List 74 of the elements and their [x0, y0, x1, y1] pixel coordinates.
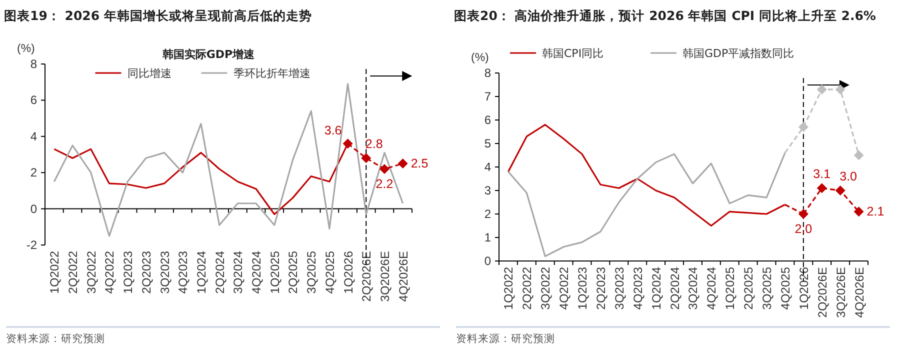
- y-tick-label: 2: [484, 207, 492, 221]
- x-tick-label: 2Q2026E: [815, 267, 830, 318]
- x-tick-label: 2Q2022: [520, 266, 534, 310]
- y-tick-label: 1: [484, 230, 492, 244]
- x-tick-label: 3Q2024: [231, 250, 246, 294]
- legend-title: 韩国实际GDP增速: [161, 48, 256, 61]
- y-tick-label: 5: [484, 136, 492, 150]
- x-tick-label: 4Q2023: [630, 266, 645, 310]
- legend-label: 韩国GDP平减指数同比: [682, 47, 794, 60]
- y-tick-label: 8: [30, 57, 38, 71]
- x-tick-label: 4Q2024: [704, 266, 719, 310]
- x-tick-label: 2Q2022: [66, 250, 80, 294]
- data-label: 2.5: [410, 156, 428, 171]
- data-label: 3.1: [813, 167, 831, 182]
- x-tick-label: 4Q2024: [250, 250, 264, 294]
- x-tick-label: 1Q2023: [576, 266, 590, 310]
- x-tick-label: 2Q2024: [668, 266, 682, 310]
- x-tick-label: 3Q2024: [686, 266, 700, 310]
- x-tick-label: 3Q2026E: [834, 267, 848, 318]
- y-axis-title: (%): [471, 52, 490, 64]
- x-tick-label: 2Q2025: [286, 250, 300, 294]
- legend-label: 韩国CPI同比: [542, 47, 604, 60]
- x-tick-label: 4Q2026E: [852, 267, 866, 318]
- x-tick-label: 1Q2024: [649, 266, 664, 310]
- data-label: 2.2: [376, 176, 394, 191]
- x-tick-label: 1Q2022: [502, 266, 516, 310]
- x-tick-label: 1Q2026: [341, 250, 356, 294]
- y-tick-label: -2: [26, 238, 38, 252]
- text: 资料来源：研究预测: [6, 332, 105, 345]
- x-tick-label: 2Q2023: [594, 266, 608, 310]
- x-tick-label: 3Q2022: [538, 266, 553, 310]
- x-tick-label: 1Q2024: [194, 250, 208, 294]
- x-tick-label: 3Q2025: [760, 266, 774, 310]
- x-tick-label: 2Q2024: [212, 250, 227, 294]
- y-tick-label: 6: [30, 93, 38, 108]
- text: 资料来源：研究预测: [456, 332, 555, 345]
- x-tick-label: 3Q2025: [304, 250, 319, 294]
- y-tick-label: 0: [484, 254, 492, 268]
- x-tick-label: 3Q2023: [158, 250, 172, 294]
- y-tick-label: 4: [30, 129, 38, 144]
- x-tick-label: 4Q2025: [322, 250, 337, 294]
- x-tick-label: 1Q2022: [48, 250, 62, 294]
- x-tick-label: 4Q2025: [778, 266, 792, 310]
- data-label: 2.0: [794, 222, 812, 236]
- x-tick-label: 3Q2026E: [378, 251, 392, 302]
- x-tick-label: 3Q2023: [612, 266, 626, 310]
- y-tick-label: 7: [484, 90, 492, 104]
- chart-title: 图表20： 高油价推升通胀，预计 2026 年韩国 CPI 同比将上升至 2.6%: [454, 8, 876, 23]
- x-tick-label: 4Q2026E: [396, 251, 410, 302]
- y-tick-label: 3: [484, 184, 492, 198]
- x-tick-label: 4Q2023: [176, 250, 190, 294]
- x-tick-label: 1Q2025: [268, 250, 282, 294]
- x-tick-label: 2Q2025: [742, 266, 756, 310]
- chart-title: 图表19： 2026 年韩国增长或将呈现前高后低的走势: [4, 8, 312, 23]
- x-tick-label: 2Q2026E: [360, 251, 374, 302]
- data-label: 2.1: [866, 204, 884, 219]
- x-tick-label: 1Q2026: [796, 266, 811, 310]
- x-tick-label: 1Q2025: [723, 266, 738, 310]
- y-tick-label: 4: [484, 160, 492, 174]
- legend-label: 季环比折年增速: [233, 67, 310, 80]
- y-tick-label: 6: [484, 113, 492, 127]
- y-tick-label: 0: [30, 202, 38, 216]
- y-tick-label: 8: [484, 66, 492, 80]
- x-tick-label: 4Q2022: [557, 266, 572, 310]
- x-tick-label: 4Q2022: [102, 250, 117, 294]
- data-label: 3.0: [840, 170, 858, 184]
- legend-label: 同比增速: [127, 67, 172, 80]
- x-tick-label: 1Q2023: [121, 250, 136, 294]
- y-axis-title: (%): [17, 43, 36, 55]
- x-tick-label: 2Q2023: [139, 250, 154, 294]
- x-tick-label: 3Q2022: [84, 250, 98, 294]
- y-tick-label: 2: [30, 166, 38, 180]
- data-label: 2.8: [365, 137, 383, 152]
- data-label: 3.6: [324, 124, 342, 138]
